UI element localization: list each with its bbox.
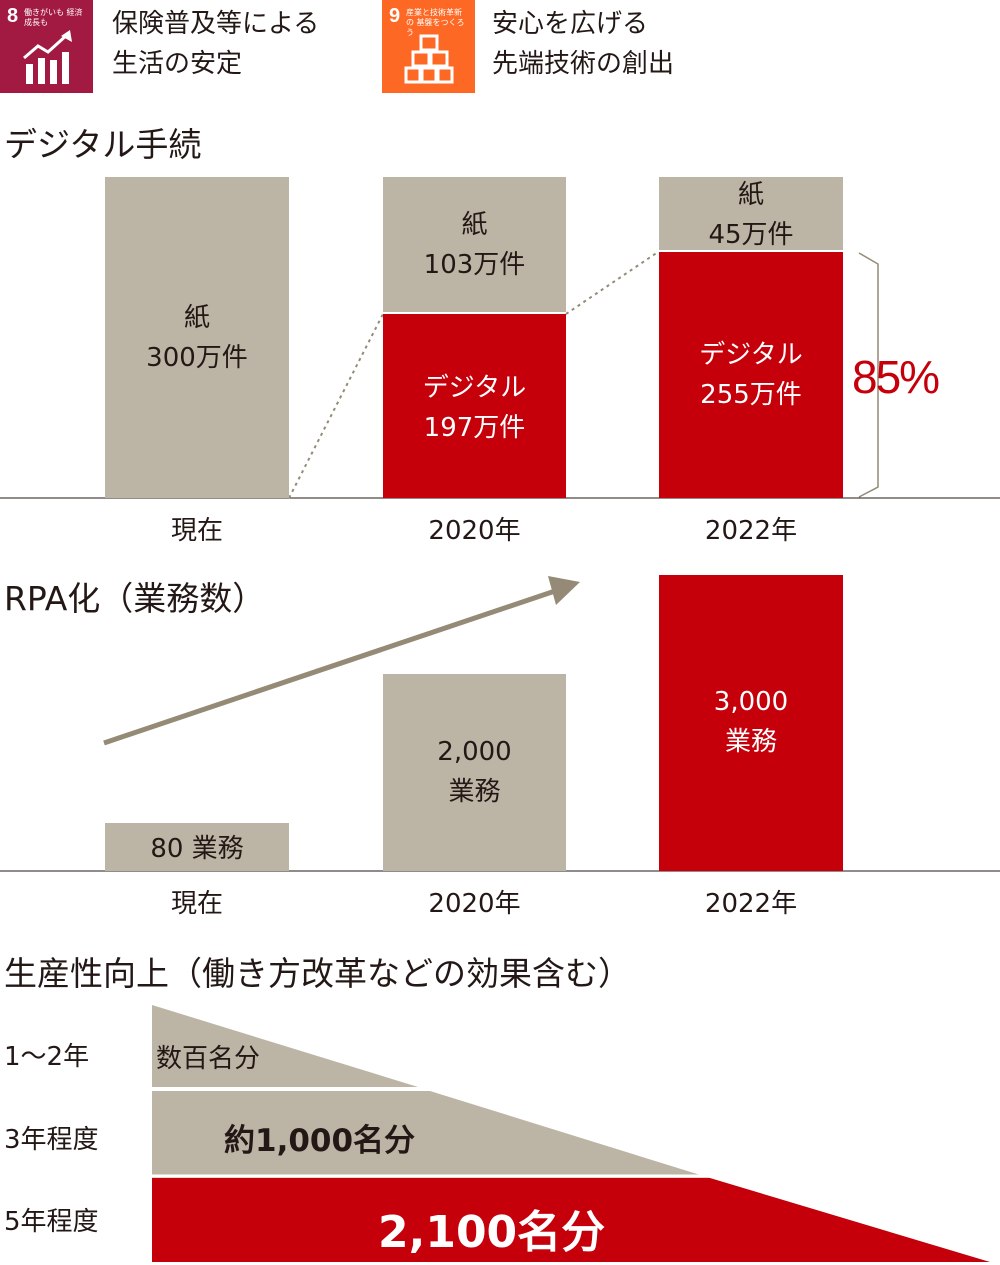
digital-axis-label: 2020年	[428, 516, 521, 546]
productivity-wedge-300	[152, 1005, 418, 1087]
sdg-9-line-2: 先端技術の創出	[492, 49, 675, 79]
sdg-8-text: 保険普及等による 生活の安定	[112, 4, 319, 84]
label-line: 紙	[183, 303, 210, 333]
cubes-icon	[404, 34, 454, 84]
digital-chart-decor	[0, 251, 1000, 499]
growth-chart-icon	[23, 30, 72, 84]
connector-line-1	[288, 313, 384, 499]
label-line: デジタル	[422, 373, 527, 403]
label-line: デジタル	[699, 340, 803, 370]
sdg-subtitle: 産業と技術革新の 基盤をつくろう	[406, 8, 465, 37]
digital-chart-title: デジタル手続	[4, 125, 202, 164]
label-line: 197万件	[423, 413, 526, 443]
bar-label-paper-2020: 紙 103万件	[383, 205, 566, 285]
bar-digital-2022	[659, 252, 843, 498]
bar-digital-2020	[383, 314, 566, 498]
productivity-row-label: 3年程度	[4, 1125, 99, 1155]
productivity-wedge-2100	[152, 1178, 990, 1262]
digital-axis-label: 2022年	[704, 516, 798, 546]
bar-label-digital-2020: デジタル 197万件	[383, 368, 566, 448]
sdg-8-line-2: 生活の安定	[112, 49, 243, 79]
bar-label-digital-2022: デジタル 255万件	[659, 335, 843, 415]
sdg-9-text: 安心を広げる 先端技術の創出	[492, 4, 674, 84]
rpa-axis-label: 現在	[170, 889, 223, 919]
label-line: 業務	[724, 727, 777, 757]
growth-arrow-shaft	[103, 587, 559, 746]
productivity-chart	[152, 1005, 990, 1262]
sdg-number: 9	[389, 5, 401, 27]
sdg-subtitle: 働きがいも 経済成長も	[24, 8, 83, 27]
productivity-row-label: 5年程度	[4, 1207, 99, 1237]
percent-bracket	[858, 252, 879, 498]
label-line: 紙	[461, 210, 488, 240]
label-line: 3,000	[713, 687, 789, 717]
sdg-badge-9: 9 産業と技術革新の 基盤をつくろう	[382, 0, 475, 93]
bar-rpa-current	[105, 823, 289, 871]
sdg-number: 8	[7, 5, 19, 27]
bar-label-rpa-2020: 2,000 業務	[383, 732, 566, 812]
label-line: 業務	[448, 777, 501, 807]
productivity-wedge-1000	[152, 1091, 710, 1178]
bar-paper-2020	[383, 177, 566, 312]
bar-label-rpa-current: 80 業務	[105, 829, 289, 869]
productivity-value-label: 約1,000名分	[224, 1123, 416, 1159]
rpa-axis-label: 2022年	[704, 889, 798, 919]
productivity-value-label: 数百名分	[156, 1044, 261, 1074]
percent-annotation: 85%	[852, 351, 940, 403]
rpa-axis-label: 2020年	[428, 889, 521, 919]
sdg-8-line-1: 保険普及等による	[112, 9, 320, 39]
label-line: 紙	[737, 180, 764, 210]
bar-rpa-2022	[659, 575, 843, 871]
bar-rpa-2020	[383, 674, 566, 871]
digital-axis-label: 現在	[170, 516, 223, 546]
label-line: 80 業務	[150, 834, 244, 864]
bar-paper-2022	[659, 177, 843, 250]
label-line: 255万件	[700, 380, 802, 410]
label-line: 300万件	[146, 343, 248, 373]
productivity-value-label: 2,100名分	[378, 1207, 606, 1258]
sdg-badge-8: 8 働きがいも 経済成長も	[0, 0, 93, 93]
bar-paper-current	[105, 177, 289, 498]
rpa-chart-title: RPA化（業務数）	[4, 579, 266, 618]
label-line: 2,000	[437, 737, 512, 767]
productivity-chart-title: 生産性向上（働き方改革などの効果含む）	[4, 954, 631, 993]
label-line: 45万件	[708, 220, 794, 250]
label-line: 103万件	[423, 250, 526, 280]
bar-label-paper-current: 紙 300万件	[105, 298, 289, 378]
bar-label-paper-2022: 紙 45万件	[659, 175, 843, 255]
sdg-9-line-1: 安心を広げる	[492, 9, 649, 39]
bar-label-rpa-2022: 3,000 業務	[659, 682, 843, 762]
connector-line-2	[565, 251, 659, 315]
productivity-row-label: 1〜2年	[4, 1042, 90, 1072]
growth-arrow-head	[548, 576, 580, 605]
rpa-chart-decor	[0, 576, 1000, 872]
